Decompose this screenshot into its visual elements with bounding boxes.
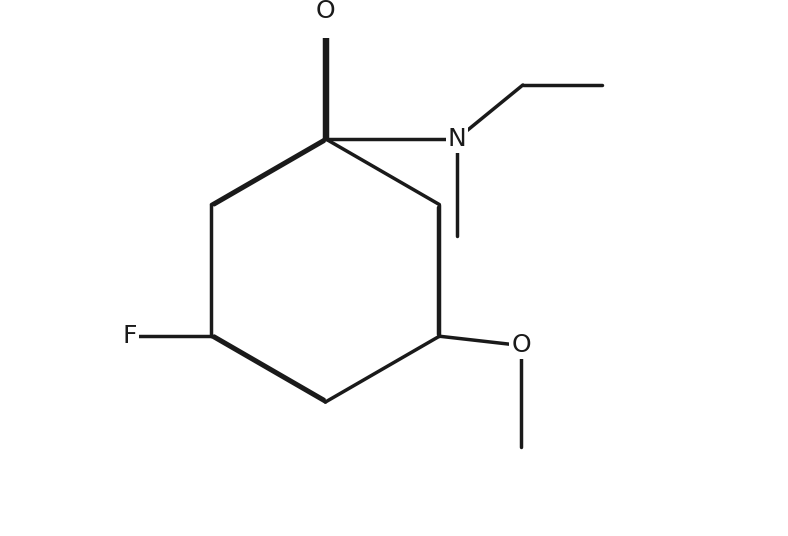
Text: O: O (315, 0, 335, 23)
Text: O: O (511, 333, 531, 358)
Text: N: N (448, 126, 466, 151)
Text: F: F (123, 324, 137, 348)
